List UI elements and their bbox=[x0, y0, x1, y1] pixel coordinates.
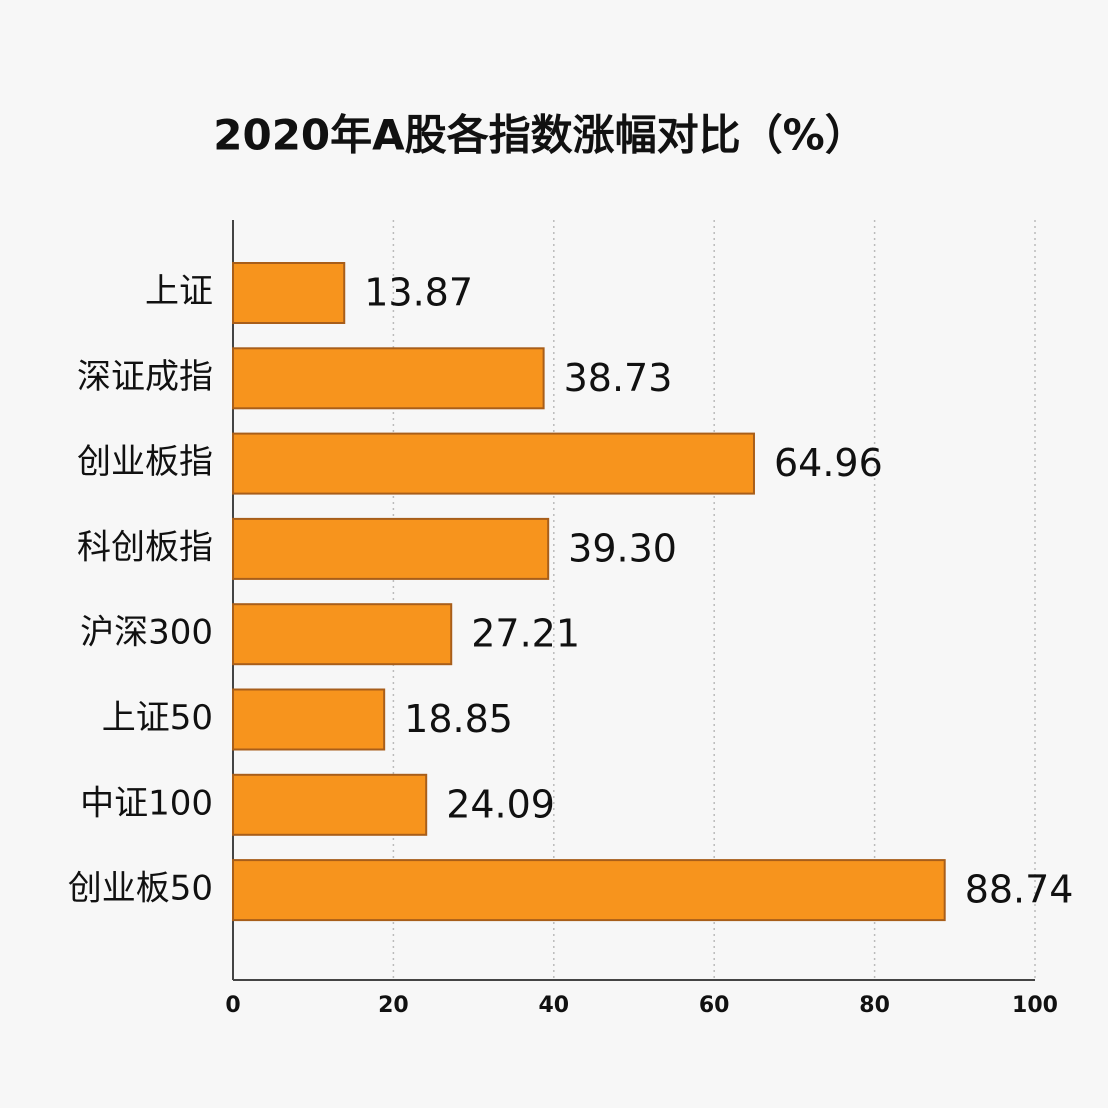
y-tick-label: 科创板指 bbox=[77, 527, 213, 567]
value-label: 24.09 bbox=[446, 782, 555, 826]
value-label: 27.21 bbox=[471, 612, 580, 656]
y-tick-label: 上证50 bbox=[102, 698, 213, 738]
bar bbox=[232, 688, 386, 751]
x-tick-label: 100 bbox=[1012, 993, 1058, 1018]
bar bbox=[232, 603, 453, 666]
bar bbox=[232, 432, 755, 495]
value-label: 38.73 bbox=[564, 356, 673, 400]
y-tick-label: 中证100 bbox=[80, 783, 213, 823]
x-tick-label: 80 bbox=[859, 993, 890, 1018]
x-tick-label: 0 bbox=[225, 993, 240, 1018]
y-tick-label: 上证 bbox=[145, 272, 213, 312]
x-tick-label: 20 bbox=[378, 993, 409, 1018]
y-tick-label: 创业板指 bbox=[77, 442, 213, 482]
chart-title: 2020年A股各指数涨幅对比（%） bbox=[213, 111, 866, 160]
y-tick-label: 创业板50 bbox=[68, 869, 213, 909]
bar bbox=[232, 773, 428, 836]
bar bbox=[232, 262, 346, 324]
y-tick-label: 沪深300 bbox=[80, 613, 213, 653]
bar bbox=[232, 347, 545, 410]
value-label: 88.74 bbox=[965, 868, 1074, 912]
x-tick-label: 40 bbox=[538, 993, 569, 1018]
x-tick-label: 60 bbox=[699, 993, 730, 1018]
value-label: 64.96 bbox=[774, 441, 883, 485]
value-label: 18.85 bbox=[404, 697, 513, 741]
y-tick-label: 深证成指 bbox=[77, 357, 213, 397]
value-label: 13.87 bbox=[364, 271, 473, 315]
value-label: 39.30 bbox=[568, 526, 677, 570]
bar bbox=[232, 517, 550, 580]
bar bbox=[232, 859, 946, 922]
